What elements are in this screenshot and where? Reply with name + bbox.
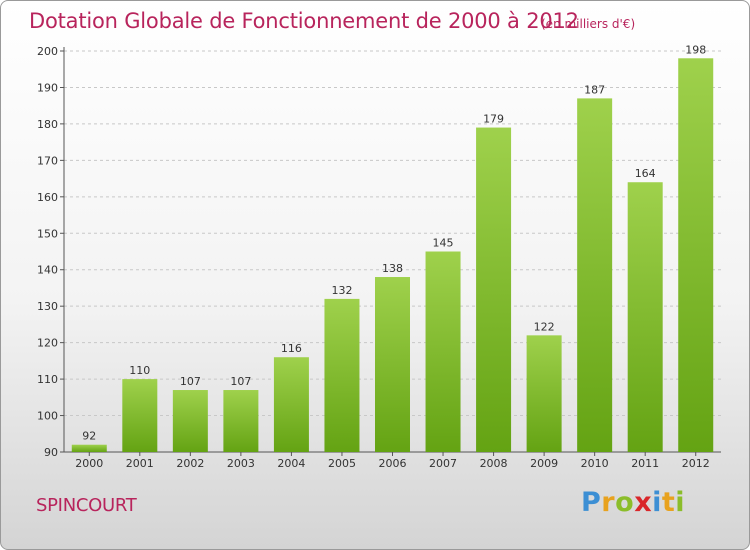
bar [223,390,259,452]
logo-letter: i [675,487,686,518]
x-tick-label: 2009 [530,457,558,470]
bar [425,251,461,452]
logo-letter: r [601,487,616,518]
bar [627,182,663,452]
bar-value-label: 107 [230,375,251,388]
proxiti-logo: Proxiti [581,487,685,518]
bar [577,98,613,453]
bar-value-label: 164 [635,167,656,180]
x-tick-label: 2010 [581,457,609,470]
x-tick-label: 2011 [631,457,659,470]
chart-unit-note: (en milliers d'€) [541,17,636,31]
commune-name: SPINCOURT [36,495,137,516]
x-tick-label: 2004 [277,457,305,470]
bar-value-label: 110 [129,364,150,377]
x-tick-label: 2000 [75,457,103,470]
bar [324,298,360,452]
bar-value-label: 179 [483,113,504,126]
bar-value-label: 138 [382,262,403,275]
bar [375,277,410,452]
y-tick-label: 110 [37,373,58,386]
y-tick-label: 170 [37,154,58,167]
chart-title: Dotation Globale de Fonctionnement de 20… [29,9,579,33]
y-tick-label: 120 [37,337,58,350]
logo-letter: t [661,487,676,518]
bar-value-label: 107 [180,375,201,388]
x-tick-label: 2006 [379,457,407,470]
bar-value-label: 132 [331,284,352,297]
logo-letter: o [615,487,635,518]
y-tick-label: 140 [37,264,58,277]
bar [71,444,107,452]
y-tick-label: 160 [37,191,58,204]
bar-value-label: 92 [82,430,96,443]
logo-letter: i [652,487,662,518]
x-tick-label: 2002 [176,457,204,470]
y-tick-label: 200 [37,45,58,58]
bar [476,127,512,453]
bar-value-label: 187 [584,83,605,96]
x-tick-label: 2003 [227,457,255,470]
x-tick-label: 2007 [429,457,457,470]
x-tick-label: 2008 [480,457,508,470]
logo-letter: x [634,487,653,518]
y-tick-label: 190 [37,81,58,94]
bar [526,335,562,452]
bar-value-label: 122 [534,320,555,333]
bar [273,357,309,452]
y-tick-label: 180 [37,118,58,131]
bar-value-label: 145 [433,237,454,250]
x-tick-label: 2012 [682,457,710,470]
bar [122,379,158,452]
bar [678,58,714,453]
x-tick-label: 2005 [328,457,356,470]
bar-value-label: 116 [281,342,302,355]
bar [172,390,208,452]
y-tick-label: 130 [37,300,58,313]
logo-letter: P [581,487,602,518]
bar-value-label: 198 [685,43,706,56]
y-tick-label: 150 [37,227,58,240]
y-tick-label: 90 [44,446,58,459]
y-tick-label: 100 [37,410,58,423]
x-tick-label: 2001 [126,457,154,470]
